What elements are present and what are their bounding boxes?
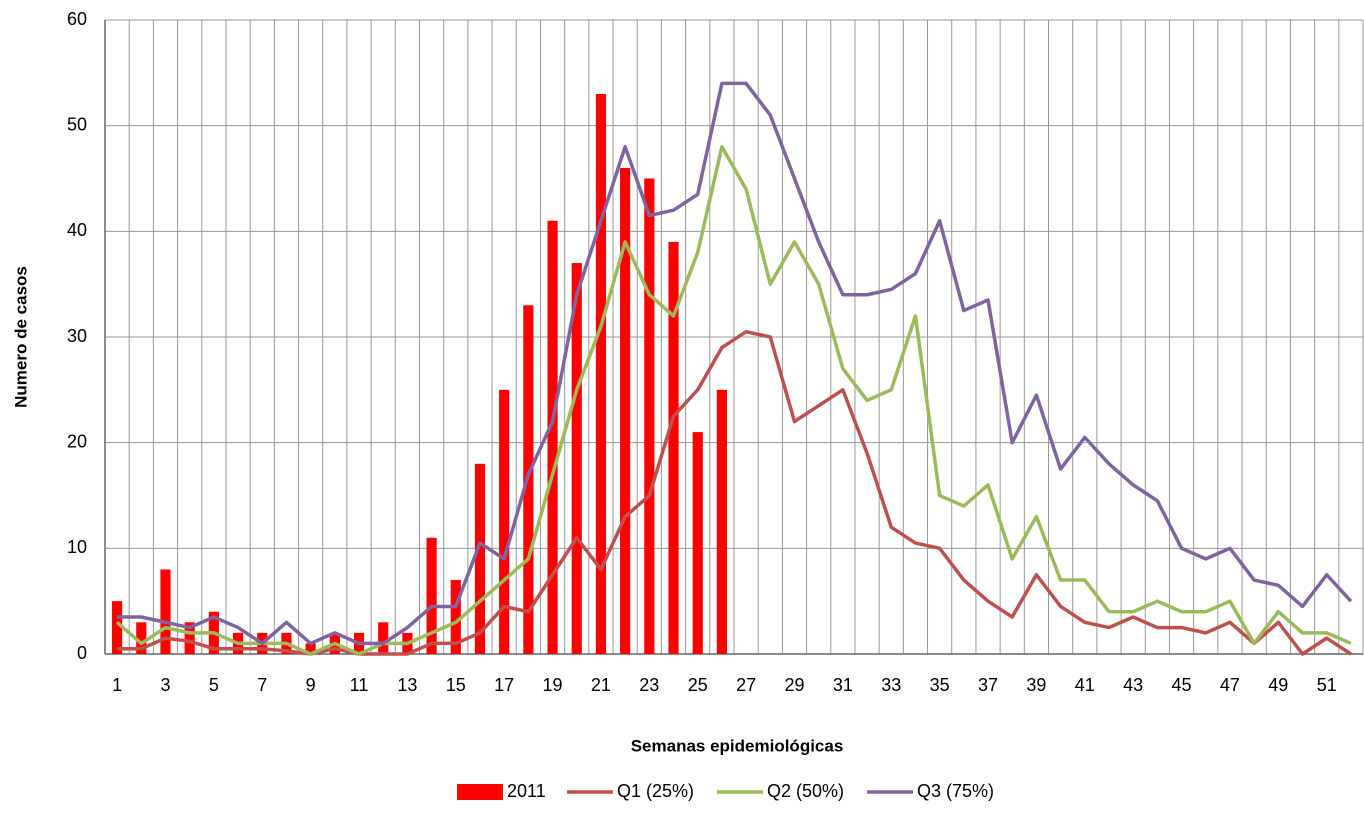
bar xyxy=(571,263,582,654)
x-tick-label: 3 xyxy=(160,675,170,695)
legend-label: 2011 xyxy=(507,781,546,801)
y-tick-label: 30 xyxy=(67,326,87,346)
bar xyxy=(305,643,316,654)
bar xyxy=(378,622,389,654)
y-tick-label: 60 xyxy=(67,9,87,29)
y-tick-label: 10 xyxy=(67,537,87,557)
bar xyxy=(668,241,679,654)
x-tick-label: 7 xyxy=(257,675,267,695)
x-tick-label: 47 xyxy=(1220,675,1240,695)
x-tick-label: 43 xyxy=(1123,675,1143,695)
legend-item: 2011 xyxy=(457,781,546,801)
x-tick-label: 37 xyxy=(978,675,998,695)
x-tick-label: 35 xyxy=(930,675,950,695)
x-tick-label: 51 xyxy=(1317,675,1337,695)
bar xyxy=(499,389,510,654)
x-tick-label: 13 xyxy=(397,675,417,695)
x-tick-label: 39 xyxy=(1026,675,1046,695)
bar xyxy=(644,178,655,654)
bar xyxy=(595,93,607,654)
y-tick-label: 20 xyxy=(67,431,87,451)
y-tick-label: 0 xyxy=(77,643,87,663)
x-tick-label: 33 xyxy=(881,675,901,695)
bar xyxy=(474,463,486,654)
x-tick-label: 15 xyxy=(446,675,466,695)
legend-item: Q1 (25%) xyxy=(567,781,694,801)
bar xyxy=(547,220,558,654)
x-tick-label: 11 xyxy=(350,675,369,695)
y-tick-label: 50 xyxy=(67,114,87,134)
x-tick-label: 41 xyxy=(1075,675,1095,695)
bar xyxy=(136,622,147,654)
x-tick-label: 45 xyxy=(1172,675,1192,695)
legend-label: Q2 (50%) xyxy=(767,781,844,801)
legend-item: Q2 (50%) xyxy=(717,781,844,801)
x-tick-label: 9 xyxy=(306,675,316,695)
bar xyxy=(620,167,631,654)
bar xyxy=(716,389,727,654)
x-tick-label: 19 xyxy=(543,675,563,695)
bar xyxy=(184,622,195,654)
line-series xyxy=(117,81,1353,646)
x-tick-label: 5 xyxy=(209,675,219,695)
legend-swatch xyxy=(457,784,503,800)
y-tick-label: 40 xyxy=(67,220,87,240)
line-series xyxy=(115,145,1352,656)
x-tick-label: 1 xyxy=(112,675,122,695)
bar xyxy=(160,569,171,654)
line-series xyxy=(117,329,1352,656)
x-axis-title: Semanas epidemiológicas xyxy=(631,736,844,755)
y-axis-title: Numero de casos xyxy=(11,266,30,408)
bar xyxy=(692,432,703,654)
x-tick-label: 49 xyxy=(1268,675,1288,695)
x-tick-label: 21 xyxy=(591,675,611,695)
bar xyxy=(426,537,437,654)
legend-label: Q3 (75%) xyxy=(917,781,994,801)
x-tick-label: 27 xyxy=(736,675,756,695)
legend-label: Q1 (25%) xyxy=(617,781,694,801)
x-tick-label: 31 xyxy=(833,675,853,695)
x-tick-label: 29 xyxy=(784,675,804,695)
x-tick-label: 25 xyxy=(688,675,708,695)
bar xyxy=(112,601,123,654)
x-tick-label: 23 xyxy=(639,675,659,695)
bar xyxy=(450,580,461,654)
legend-item: Q3 (75%) xyxy=(867,781,994,801)
x-tick-label: 17 xyxy=(494,675,514,695)
